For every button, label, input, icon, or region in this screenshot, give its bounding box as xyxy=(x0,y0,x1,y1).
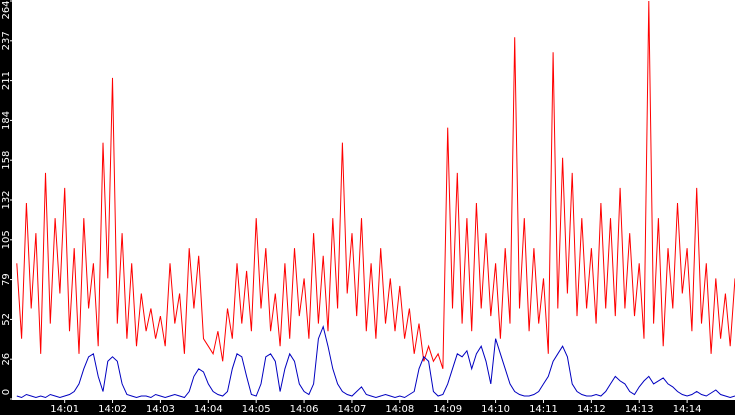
y-tick-label: 0 xyxy=(1,389,12,395)
x-tick-label: 14:05 xyxy=(242,404,271,415)
y-tick-label: 105 xyxy=(1,230,12,249)
y-tick-label: 26 xyxy=(1,353,12,366)
series-line xyxy=(16,324,735,399)
x-tick-label: 14:11 xyxy=(529,404,558,415)
y-tick-label: 132 xyxy=(1,190,12,209)
x-tick-label: 14:13 xyxy=(625,404,654,415)
series-line xyxy=(16,0,735,369)
x-tick-label: 14:08 xyxy=(385,404,414,415)
y-tick-label: 158 xyxy=(1,151,12,170)
y-tick-label: 237 xyxy=(1,31,12,50)
y-axis-strip xyxy=(0,0,12,415)
x-tick-label: 14:10 xyxy=(481,404,510,415)
x-tick-label: 14:14 xyxy=(673,404,702,415)
y-tick-label: 264 xyxy=(1,0,12,19)
y-tick-label: 52 xyxy=(1,313,12,326)
x-tick-label: 14:04 xyxy=(194,404,223,415)
y-tick-label: 184 xyxy=(1,111,12,130)
x-tick-label: 14:07 xyxy=(338,404,367,415)
y-tick-label: 211 xyxy=(1,71,12,90)
x-tick-label: 14:01 xyxy=(50,404,79,415)
x-tick-label: 14:03 xyxy=(146,404,175,415)
x-tick-label: 14:09 xyxy=(433,404,462,415)
x-tick-label: 14:02 xyxy=(98,404,127,415)
x-tick-label: 14:06 xyxy=(290,404,319,415)
x-axis-strip xyxy=(0,400,735,415)
y-tick-label: 79 xyxy=(1,273,12,286)
x-tick-label: 14:12 xyxy=(577,404,606,415)
